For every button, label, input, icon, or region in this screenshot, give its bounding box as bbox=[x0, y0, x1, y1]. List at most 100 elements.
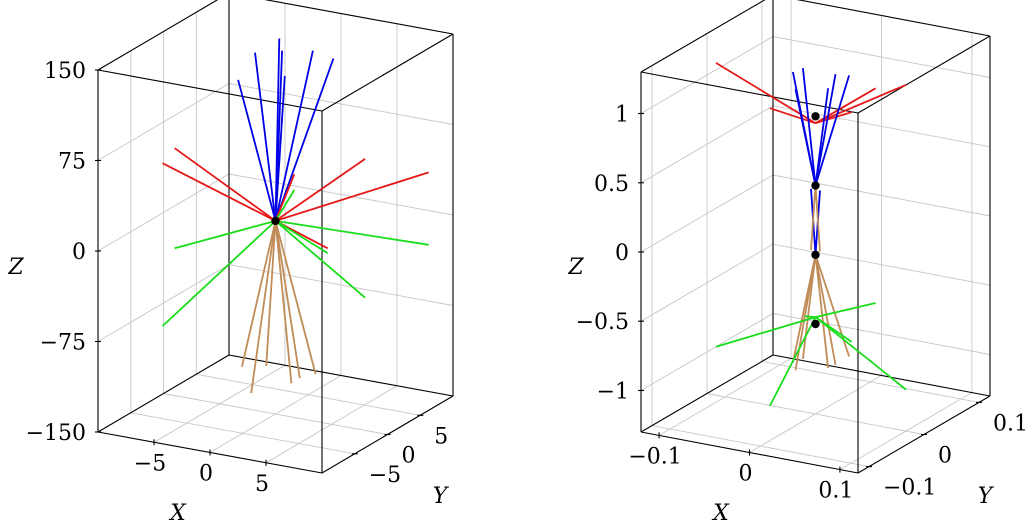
green-line bbox=[174, 220, 276, 250]
x-tick-label: 0.1 bbox=[818, 479, 853, 504]
brown-line bbox=[814, 254, 837, 366]
brown-line bbox=[814, 254, 829, 369]
green-line bbox=[274, 189, 296, 222]
blue-line bbox=[814, 74, 837, 186]
z-tick-label: −150 bbox=[26, 421, 86, 446]
red-line bbox=[715, 62, 816, 124]
red-line bbox=[274, 173, 296, 222]
brown-line bbox=[810, 185, 817, 250]
z-tick-label: 1 bbox=[615, 103, 629, 128]
x-axis-label: X bbox=[168, 501, 187, 526]
x-axis-label: X bbox=[711, 501, 730, 526]
grid-line bbox=[761, 360, 980, 403]
right-3d-plot: 10.50−0.5−1−0.100.1 −0.100.1 X Y Z bbox=[567, 0, 1028, 526]
grid-line bbox=[651, 425, 870, 468]
data-point bbox=[811, 250, 820, 259]
y-tick-label: 0 bbox=[938, 444, 952, 469]
blue-line bbox=[792, 71, 817, 186]
z-tick-label: 75 bbox=[58, 150, 86, 175]
red-line bbox=[815, 111, 852, 125]
blue-line bbox=[802, 68, 817, 186]
green-line bbox=[161, 220, 277, 327]
grid-line bbox=[640, 36, 991, 114]
box-edge bbox=[640, 354, 774, 433]
x-tick-label: 5 bbox=[255, 472, 269, 497]
box-edge bbox=[97, 354, 230, 433]
brown-line bbox=[274, 220, 293, 384]
grid-line bbox=[163, 393, 388, 435]
grid-line bbox=[196, 373, 421, 416]
red-line bbox=[815, 87, 877, 124]
red-line bbox=[274, 158, 366, 222]
box-edge bbox=[640, 71, 859, 114]
box-edge bbox=[772, 354, 991, 397]
data-point bbox=[811, 319, 820, 329]
x-tick-label: −5 bbox=[134, 451, 166, 476]
brown-line bbox=[792, 254, 817, 363]
z-tick-label: 0 bbox=[615, 241, 629, 266]
green-line bbox=[769, 316, 817, 407]
data-point bbox=[811, 181, 820, 190]
y-tick-label: −5 bbox=[369, 463, 401, 488]
red-line bbox=[174, 147, 277, 222]
green-line bbox=[804, 315, 816, 318]
y-tick-label: −0.1 bbox=[883, 476, 936, 501]
red-line bbox=[162, 162, 276, 222]
box-edge bbox=[97, 69, 323, 112]
grid-line bbox=[706, 393, 925, 435]
z-tick-label: −75 bbox=[40, 331, 86, 356]
z-tick-label: 0.5 bbox=[594, 172, 629, 197]
brown-line bbox=[814, 185, 821, 252]
box-edge bbox=[640, 0, 766, 73]
red-line bbox=[275, 171, 429, 222]
x-tick-label: −0.1 bbox=[628, 444, 681, 469]
brown-line bbox=[250, 220, 277, 394]
green-line bbox=[275, 220, 329, 254]
green-line bbox=[275, 220, 429, 246]
y-tick-label: 0.1 bbox=[993, 411, 1028, 436]
z-tick-label: −0.5 bbox=[576, 310, 629, 335]
data-point bbox=[811, 112, 820, 121]
data-point bbox=[271, 216, 280, 226]
z-axis-label: Z bbox=[567, 255, 584, 280]
z-tick-label: 150 bbox=[44, 59, 86, 84]
grid-line bbox=[97, 83, 454, 161]
box-edge bbox=[796, 0, 991, 37]
brown-line bbox=[265, 220, 277, 367]
blue-line bbox=[254, 52, 277, 222]
x-tick-label: 0 bbox=[199, 462, 213, 487]
brown-line bbox=[274, 220, 317, 375]
blue-line bbox=[814, 88, 829, 186]
green-line bbox=[814, 316, 853, 343]
box-edge bbox=[857, 35, 991, 114]
grid-line bbox=[97, 354, 454, 433]
blue-line bbox=[814, 75, 850, 186]
blue-line bbox=[274, 50, 314, 222]
red-line bbox=[815, 84, 907, 125]
grid-line bbox=[97, 264, 454, 342]
green-line bbox=[814, 316, 907, 391]
box-edge bbox=[321, 33, 454, 112]
z-axis-label: Z bbox=[7, 255, 24, 280]
blue-line bbox=[274, 50, 283, 221]
blue-line bbox=[274, 58, 335, 222]
z-tick-label: −1 bbox=[597, 379, 629, 404]
z-tick-label: 0 bbox=[72, 240, 86, 265]
grid-line bbox=[97, 0, 454, 71]
box-edge bbox=[264, 0, 454, 35]
green-line bbox=[815, 302, 876, 318]
blue-line bbox=[237, 79, 277, 222]
y-tick-label: 0 bbox=[402, 444, 416, 469]
brown-line bbox=[241, 220, 277, 368]
grid-line bbox=[130, 412, 355, 455]
x-tick-label: 0 bbox=[739, 462, 753, 487]
green-line bbox=[274, 220, 366, 299]
y-tick-label: 5 bbox=[434, 424, 448, 449]
box-edge bbox=[97, 0, 219, 71]
y-axis-label: Y bbox=[433, 484, 450, 509]
y-axis-label: Y bbox=[978, 484, 995, 509]
green-line bbox=[715, 316, 816, 348]
brown-line bbox=[274, 220, 301, 379]
